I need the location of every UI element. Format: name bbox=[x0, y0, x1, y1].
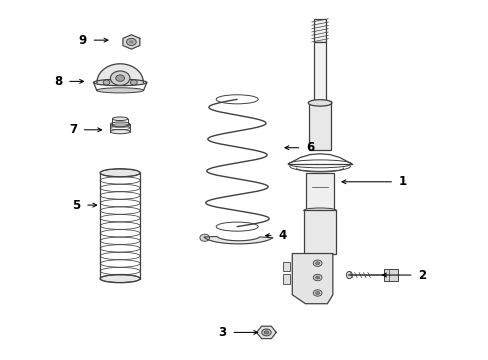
Ellipse shape bbox=[110, 122, 130, 126]
Text: 6: 6 bbox=[305, 141, 314, 154]
Polygon shape bbox=[203, 237, 272, 244]
Ellipse shape bbox=[303, 208, 336, 213]
Text: 2: 2 bbox=[418, 269, 426, 282]
Polygon shape bbox=[292, 253, 332, 304]
Text: 5: 5 bbox=[72, 199, 80, 212]
Text: 7: 7 bbox=[69, 123, 77, 136]
Circle shape bbox=[264, 331, 268, 334]
Text: 4: 4 bbox=[278, 229, 286, 242]
Circle shape bbox=[129, 40, 133, 44]
Ellipse shape bbox=[346, 271, 351, 279]
Polygon shape bbox=[256, 326, 276, 339]
FancyBboxPatch shape bbox=[313, 42, 326, 101]
Text: 1: 1 bbox=[398, 175, 406, 188]
FancyBboxPatch shape bbox=[304, 211, 335, 253]
Circle shape bbox=[116, 75, 124, 81]
Ellipse shape bbox=[100, 169, 140, 177]
Text: 9: 9 bbox=[79, 33, 86, 47]
Ellipse shape bbox=[93, 79, 146, 86]
Circle shape bbox=[315, 276, 319, 279]
Ellipse shape bbox=[112, 117, 128, 121]
Ellipse shape bbox=[307, 100, 331, 106]
Circle shape bbox=[126, 39, 136, 45]
FancyBboxPatch shape bbox=[306, 173, 333, 223]
Text: 8: 8 bbox=[54, 75, 62, 88]
FancyBboxPatch shape bbox=[309, 101, 330, 149]
Circle shape bbox=[313, 260, 322, 266]
FancyBboxPatch shape bbox=[383, 269, 397, 282]
Circle shape bbox=[103, 80, 110, 85]
FancyBboxPatch shape bbox=[313, 19, 326, 42]
Circle shape bbox=[313, 274, 322, 281]
Circle shape bbox=[261, 329, 270, 336]
FancyBboxPatch shape bbox=[282, 274, 289, 284]
Polygon shape bbox=[97, 64, 143, 82]
Polygon shape bbox=[122, 35, 140, 49]
FancyBboxPatch shape bbox=[282, 262, 289, 271]
Ellipse shape bbox=[100, 275, 140, 283]
Circle shape bbox=[315, 262, 319, 265]
Circle shape bbox=[313, 290, 322, 296]
Circle shape bbox=[315, 292, 319, 294]
Ellipse shape bbox=[97, 88, 143, 93]
Text: 3: 3 bbox=[218, 326, 226, 339]
Ellipse shape bbox=[110, 129, 130, 134]
Circle shape bbox=[130, 80, 137, 85]
Circle shape bbox=[200, 234, 209, 241]
Circle shape bbox=[110, 71, 130, 85]
